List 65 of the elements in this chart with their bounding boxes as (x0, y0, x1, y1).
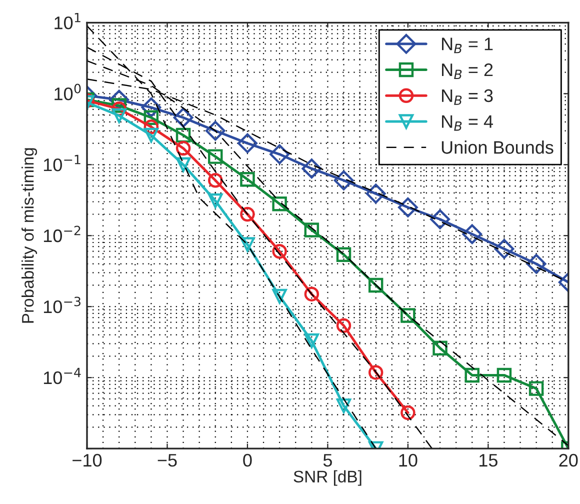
x-tick-label: −10 (72, 454, 102, 467)
point (208, 173, 223, 188)
point (304, 286, 320, 302)
point (109, 90, 130, 110)
point (176, 157, 191, 172)
point (176, 128, 191, 143)
x-tick-label: 0 (243, 454, 252, 467)
point (304, 333, 320, 348)
x-axis-title: SNR [dB] (294, 470, 362, 486)
point (144, 110, 159, 125)
y-tick-label: 10$^{−3}$ (44, 296, 80, 314)
point (112, 108, 126, 124)
y-tick-label: 10$^{−1}$ (44, 154, 80, 172)
y-tick-label: 10$^{1}$ (54, 12, 80, 30)
point (205, 120, 226, 141)
x-tick-label: 10 (399, 454, 418, 467)
point (334, 170, 354, 190)
point (462, 224, 482, 244)
point (432, 340, 448, 356)
point (368, 278, 384, 293)
point (304, 222, 320, 238)
point (336, 318, 352, 333)
point (176, 140, 191, 156)
point (272, 196, 287, 212)
x-tick-label: 20 (559, 454, 578, 467)
point (400, 308, 416, 323)
point (302, 158, 322, 179)
legend-label: N$_{B}$ = 2 (442, 63, 493, 79)
point (400, 405, 416, 420)
point (526, 254, 546, 274)
point (112, 102, 126, 116)
point (240, 237, 255, 252)
point (240, 206, 255, 222)
y-tick-label: 10$^{−4}$ (44, 368, 81, 384)
point (336, 247, 352, 262)
legend-label: N$_{B}$ = 3 (442, 89, 493, 105)
point (173, 108, 194, 128)
x-tick-label: 15 (480, 454, 498, 467)
point (336, 398, 352, 414)
legend-label: N$_{B}$ = 4 (442, 115, 493, 131)
point (368, 365, 384, 380)
point (208, 193, 223, 208)
point (141, 97, 162, 118)
point (238, 133, 258, 154)
point (430, 209, 450, 230)
point (398, 197, 418, 218)
point (528, 381, 544, 396)
x-tick-label: 5 (323, 454, 332, 467)
y-tick-label: 10$^{0}$ (54, 84, 81, 100)
point (208, 149, 223, 164)
legend-label: N$_{B}$ = 1 (442, 38, 493, 54)
point (272, 288, 287, 304)
x-tick-label: −5 (158, 454, 177, 467)
y-tick-label: 10$^{−2}$ (44, 226, 80, 242)
point (494, 238, 514, 259)
point (464, 368, 480, 383)
legend-label: Union Bounds (442, 140, 554, 154)
point (144, 128, 159, 143)
point (496, 368, 512, 383)
point (144, 120, 159, 134)
y-axis-title: Probability of mis-timing (22, 148, 38, 323)
point (366, 184, 386, 204)
point (270, 144, 290, 164)
point (240, 172, 255, 187)
point (272, 244, 287, 259)
